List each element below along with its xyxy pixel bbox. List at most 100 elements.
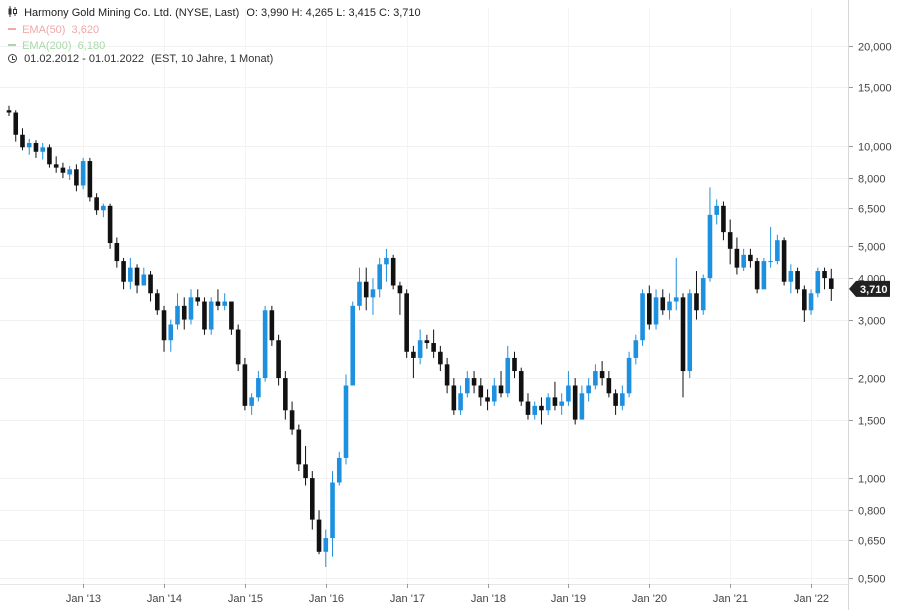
- candle[interactable]: [633, 334, 639, 365]
- candle[interactable]: [734, 237, 740, 275]
- candle[interactable]: [87, 157, 93, 202]
- candle[interactable]: [336, 451, 342, 486]
- candle[interactable]: [101, 203, 106, 218]
- candle[interactable]: [606, 371, 612, 398]
- candle[interactable]: [154, 289, 160, 315]
- candle[interactable]: [775, 234, 780, 265]
- candle[interactable]: [350, 301, 356, 386]
- candle[interactable]: [802, 285, 807, 323]
- candle[interactable]: [431, 329, 436, 358]
- candle[interactable]: [754, 257, 760, 294]
- candle[interactable]: [330, 471, 335, 557]
- candle[interactable]: [303, 445, 308, 486]
- candle[interactable]: [700, 274, 706, 315]
- candle[interactable]: [626, 351, 632, 398]
- candle[interactable]: [586, 378, 591, 402]
- candle[interactable]: [417, 329, 423, 365]
- candle[interactable]: [121, 257, 126, 290]
- candle[interactable]: [518, 367, 524, 406]
- candle[interactable]: [363, 267, 369, 311]
- candle[interactable]: [161, 305, 167, 352]
- candle[interactable]: [188, 289, 194, 325]
- candle[interactable]: [727, 219, 733, 265]
- candle[interactable]: [33, 140, 39, 158]
- candle[interactable]: [256, 371, 261, 402]
- candle[interactable]: [357, 267, 362, 311]
- candle[interactable]: [694, 271, 699, 320]
- candle[interactable]: [181, 297, 187, 330]
- candle[interactable]: [707, 187, 713, 282]
- candle[interactable]: [525, 393, 531, 420]
- candle[interactable]: [640, 289, 645, 346]
- candle[interactable]: [60, 162, 66, 179]
- candle[interactable]: [141, 267, 147, 286]
- candle[interactable]: [74, 164, 79, 192]
- candle[interactable]: [599, 361, 605, 386]
- candle[interactable]: [471, 371, 477, 394]
- candle[interactable]: [620, 385, 625, 411]
- candle[interactable]: [828, 268, 834, 301]
- candle[interactable]: [53, 156, 59, 173]
- candle[interactable]: [377, 257, 382, 298]
- candle[interactable]: [215, 289, 221, 311]
- candle[interactable]: [559, 393, 564, 415]
- candle[interactable]: [26, 138, 32, 155]
- candle[interactable]: [20, 128, 25, 151]
- candle[interactable]: [822, 267, 827, 290]
- date-range[interactable]: 01.02.2012 - 01.01.2022 (EST, 10 Jahre, …: [8, 53, 273, 65]
- candle[interactable]: [491, 378, 497, 406]
- candle[interactable]: [687, 289, 693, 379]
- candle[interactable]: [222, 293, 227, 311]
- candle[interactable]: [512, 351, 517, 379]
- candle[interactable]: [13, 110, 19, 142]
- candle[interactable]: [721, 201, 726, 241]
- candle[interactable]: [6, 105, 12, 116]
- candle[interactable]: [168, 319, 174, 352]
- legend-ema200[interactable]: EMA(200) 6,180: [8, 40, 105, 52]
- candle[interactable]: [390, 254, 396, 290]
- candle[interactable]: [208, 297, 214, 335]
- candle[interactable]: [40, 143, 45, 160]
- candle[interactable]: [539, 397, 544, 425]
- candle[interactable]: [424, 334, 430, 349]
- candle[interactable]: [296, 424, 302, 472]
- candle[interactable]: [384, 248, 389, 282]
- candle[interactable]: [815, 267, 821, 298]
- candle[interactable]: [195, 289, 201, 306]
- candle[interactable]: [788, 264, 794, 294]
- candle[interactable]: [485, 389, 490, 411]
- candle[interactable]: [276, 334, 281, 386]
- candle[interactable]: [235, 324, 241, 372]
- candle[interactable]: [748, 248, 753, 268]
- candle[interactable]: [660, 289, 666, 315]
- candle[interactable]: [465, 371, 470, 398]
- candle[interactable]: [316, 510, 322, 555]
- candle[interactable]: [229, 301, 234, 335]
- candle[interactable]: [289, 401, 295, 435]
- candle[interactable]: [458, 385, 463, 415]
- candle[interactable]: [613, 389, 618, 415]
- candle[interactable]: [438, 345, 443, 372]
- candle[interactable]: [370, 278, 376, 315]
- candle[interactable]: [47, 144, 52, 168]
- candle[interactable]: [323, 529, 329, 568]
- candle[interactable]: [768, 226, 773, 268]
- candle[interactable]: [545, 393, 551, 415]
- candle[interactable]: [505, 345, 511, 398]
- candle[interactable]: [94, 193, 99, 215]
- candle[interactable]: [134, 264, 140, 294]
- candle[interactable]: [478, 378, 484, 406]
- candle[interactable]: [397, 281, 403, 315]
- candle[interactable]: [593, 364, 598, 390]
- candle[interactable]: [808, 289, 814, 315]
- candle[interactable]: [781, 237, 787, 286]
- candle[interactable]: [566, 371, 571, 406]
- candle[interactable]: [128, 257, 133, 290]
- candle[interactable]: [741, 248, 746, 272]
- candle[interactable]: [404, 289, 409, 358]
- candle[interactable]: [249, 393, 254, 415]
- candle[interactable]: [148, 271, 153, 302]
- candle[interactable]: [242, 357, 248, 411]
- candle[interactable]: [579, 385, 585, 420]
- candle[interactable]: [107, 203, 113, 249]
